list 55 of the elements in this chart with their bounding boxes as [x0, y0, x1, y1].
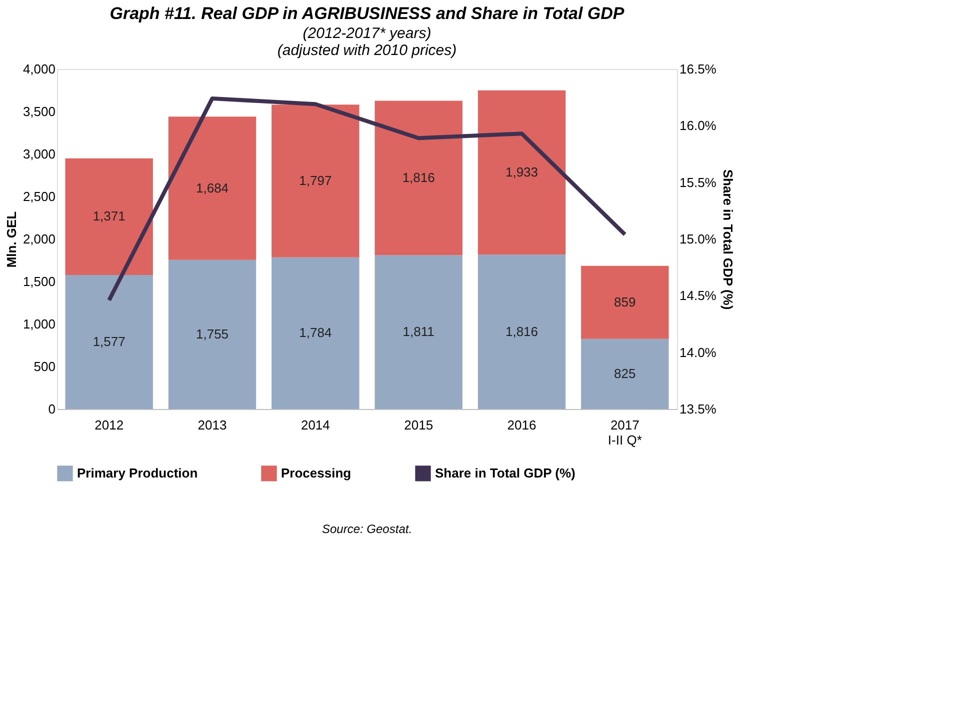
- data-label: 825: [614, 366, 636, 381]
- x-tick-label: 2015: [404, 418, 434, 432]
- source-note: Source: Geostat.: [322, 522, 412, 536]
- y-axis-title: Mln. GEL: [4, 211, 19, 268]
- y-tick-label: 2,500: [22, 189, 56, 204]
- y-tick-label: 4,000: [22, 62, 56, 76]
- y-tick-label: 3,000: [22, 146, 56, 162]
- data-label: 1,784: [299, 325, 332, 340]
- chart-title: Graph #11. Real GDP in AGRIBUSINESS and Share in Total GDP: [110, 4, 625, 23]
- bar: [272, 104, 360, 258]
- y-tick-label: 3,500: [22, 104, 56, 119]
- data-label: 1,811: [402, 324, 434, 340]
- data-label: 1,755: [196, 326, 229, 342]
- bar: [374, 255, 462, 409]
- bar: [374, 100, 462, 256]
- bar: [478, 254, 566, 409]
- y-tick-label: 500: [34, 359, 56, 374]
- y2-tick-label: 15.0%: [680, 232, 717, 246]
- legend-label: Share in Total GDP (%): [435, 465, 576, 480]
- y-tick-label: 1,500: [22, 274, 56, 289]
- bar: [272, 257, 360, 409]
- bar: [65, 158, 153, 275]
- y2-tick-label: 14.0%: [680, 344, 717, 360]
- text: (2012-2017* years): [302, 25, 432, 42]
- data-label: 1,684: [196, 180, 229, 196]
- y2-tick-label: 15.5%: [680, 174, 717, 190]
- y2-tick-label: 16.5%: [680, 62, 717, 76]
- data-label: 1,816: [505, 324, 538, 339]
- x-tick-label: 2016: [507, 418, 536, 432]
- y2-tick-label: 14.5%: [680, 288, 717, 304]
- legend-label: Primary Production: [77, 465, 198, 480]
- y-tick-label: 2,000: [22, 232, 56, 246]
- y2-tick-label: 16.0%: [680, 118, 717, 134]
- bar: [168, 260, 256, 409]
- bar: [168, 116, 256, 260]
- bar: [581, 338, 669, 409]
- x-tick-label: 2014: [300, 418, 330, 432]
- x-tick-label: 2017 I-II Q*: [608, 418, 642, 448]
- text: (adjusted with 2010 prices): [277, 42, 457, 59]
- bar: [581, 266, 669, 339]
- y-tick-label: 0: [48, 402, 56, 416]
- x-tick-label: 2012: [94, 418, 124, 432]
- y-tick-label: 1,000: [22, 316, 56, 332]
- legend-label: Processing: [281, 465, 352, 480]
- y2-tick-label: 13.5%: [680, 402, 717, 416]
- y2-axis-title: Share in Total GDP (%): [720, 169, 736, 310]
- data-label: 1,577: [92, 334, 126, 349]
- bar: [478, 90, 566, 255]
- data-label: 1,933: [505, 164, 538, 180]
- data-label: 1,371: [92, 208, 126, 224]
- x-tick-label: 2013: [198, 418, 227, 432]
- data-label: 1,797: [299, 172, 332, 188]
- bar: [65, 274, 153, 409]
- data-label: 859: [614, 294, 636, 310]
- data-label: 1,816: [402, 170, 435, 185]
